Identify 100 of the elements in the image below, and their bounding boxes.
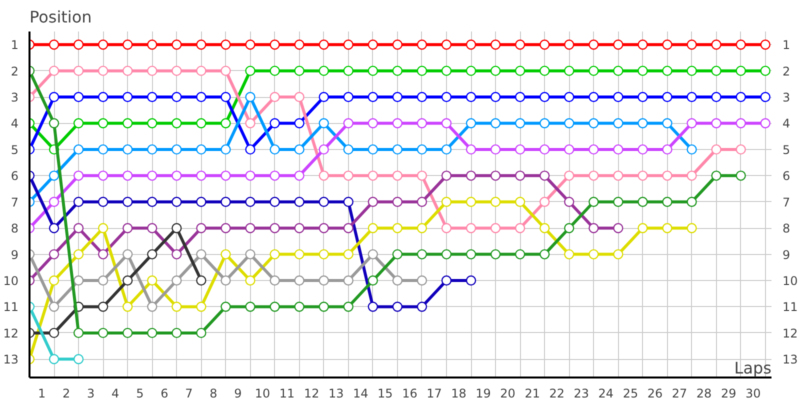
point: [48, 118, 60, 128]
x-tick-label: 6: [160, 386, 168, 400]
point: [490, 196, 501, 207]
point: [368, 249, 378, 260]
point: [343, 223, 354, 234]
point: [466, 196, 476, 207]
point: [122, 66, 133, 76]
point: [686, 144, 697, 155]
point: [147, 196, 158, 207]
point: [760, 118, 770, 128]
point: [270, 302, 280, 312]
point: [711, 170, 722, 181]
point: [196, 118, 206, 128]
y-tick-label: 12: [3, 326, 19, 340]
point: [368, 40, 378, 50]
y2-tick-label: 9: [782, 248, 790, 262]
x-tick-label: 13: [328, 386, 344, 400]
point: [98, 170, 108, 181]
point: [98, 302, 108, 312]
point: [122, 223, 133, 234]
point: [220, 118, 231, 128]
point: [736, 66, 746, 76]
point: [220, 66, 231, 76]
point: [294, 118, 304, 128]
point: [147, 144, 158, 155]
x-axis-title: Laps: [734, 358, 772, 378]
point: [245, 118, 256, 128]
point: [270, 249, 280, 260]
point: [441, 170, 452, 181]
point: [588, 66, 599, 76]
point: [98, 328, 108, 338]
point: [48, 170, 60, 181]
point: [220, 223, 231, 234]
point: [318, 196, 329, 207]
y2-tick-label: 11: [782, 300, 798, 314]
point: [294, 66, 304, 76]
point: [711, 92, 722, 102]
point: [294, 302, 304, 312]
point: [392, 275, 403, 286]
point: [172, 196, 182, 207]
y2-tick-label: 8: [782, 222, 790, 236]
point: [711, 118, 722, 128]
x-tick-label: 30: [745, 386, 761, 400]
point: [147, 275, 158, 286]
point: [270, 223, 280, 234]
point: [122, 249, 133, 260]
point: [368, 223, 378, 234]
point: [220, 170, 231, 181]
point: [220, 92, 231, 102]
point: [588, 92, 599, 102]
point: [588, 144, 599, 155]
point: [48, 249, 60, 260]
point: [147, 223, 158, 234]
point: [736, 144, 746, 155]
point: [564, 118, 574, 128]
x-tick-label: 11: [279, 386, 295, 400]
y2-tick-label: 10: [782, 274, 798, 288]
point: [686, 196, 697, 207]
point: [147, 118, 158, 128]
point: [196, 196, 206, 207]
point: [490, 92, 501, 102]
point: [540, 223, 550, 234]
point: [564, 40, 574, 50]
point: [392, 144, 403, 155]
point: [564, 170, 574, 181]
point: [686, 118, 697, 128]
point: [662, 66, 672, 76]
point: [172, 302, 182, 312]
point: [122, 144, 133, 155]
point: [318, 66, 329, 76]
y-axis-title: Position: [30, 8, 92, 26]
point: [686, 223, 697, 234]
point: [122, 196, 133, 207]
point: [122, 40, 133, 50]
x-tick-label: 3: [87, 386, 95, 400]
point: [368, 118, 378, 128]
point: [245, 302, 256, 312]
point: [318, 249, 329, 260]
point: [466, 223, 476, 234]
x-tick-label: 8: [210, 386, 218, 400]
point: [172, 92, 182, 102]
x-tick-label: 1: [38, 386, 46, 400]
point: [220, 144, 231, 155]
point: [196, 249, 206, 260]
point: [588, 196, 599, 207]
point: [760, 66, 770, 76]
y-tick-label: 2: [10, 64, 19, 78]
point: [147, 302, 158, 312]
point: [662, 196, 672, 207]
point: [73, 144, 84, 155]
point: [588, 170, 599, 181]
point: [416, 144, 428, 155]
point: [245, 196, 256, 207]
point: [540, 66, 550, 76]
point: [638, 223, 648, 234]
point: [343, 66, 354, 76]
point: [48, 275, 60, 286]
point: [318, 40, 329, 50]
point: [98, 40, 108, 50]
point: [196, 66, 206, 76]
